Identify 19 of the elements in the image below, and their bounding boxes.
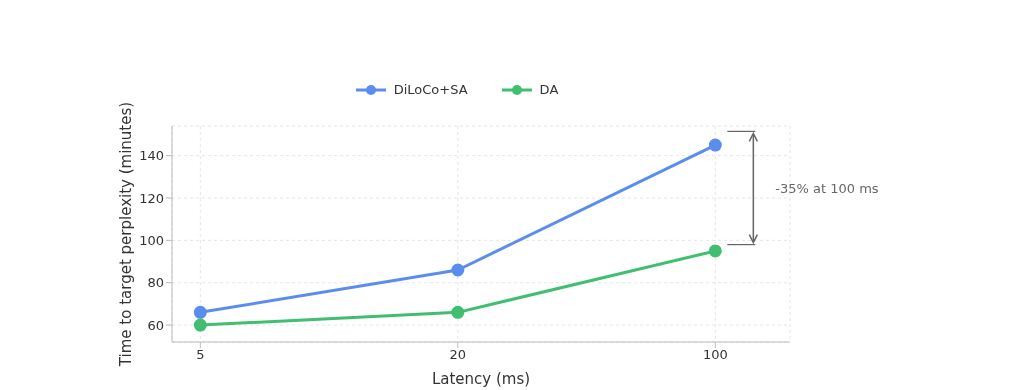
x-tick-label: 20 (449, 347, 467, 363)
y-tick-label: 60 (147, 317, 164, 333)
y-tick-label: 100 (139, 232, 164, 248)
point (708, 244, 722, 258)
point (193, 305, 207, 319)
x-tick-label: 100 (702, 347, 728, 363)
y-tick-label: 120 (139, 190, 164, 206)
point (451, 305, 465, 319)
point (708, 138, 722, 152)
annotation: -35% at 100 ms (775, 181, 879, 196)
x-axis-title: Latency (ms) (431, 370, 531, 388)
x-tick-label: 5 (196, 347, 205, 363)
y-tick-label: 140 (139, 148, 164, 164)
point (451, 263, 465, 277)
legend-label: DiLoCo+SA (392, 82, 468, 97)
y-axis-title: Time to target perplexity (minutes) (117, 101, 136, 368)
legend-label: DA (538, 82, 559, 97)
point (193, 318, 207, 332)
y-tick-label: 80 (147, 275, 164, 291)
